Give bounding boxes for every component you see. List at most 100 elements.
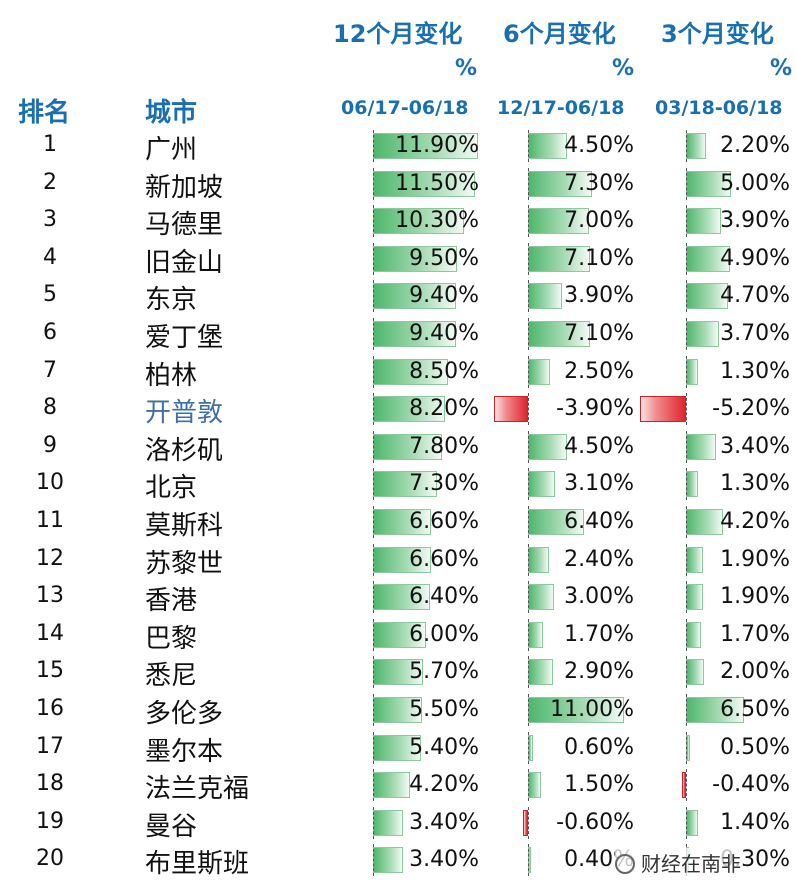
city-cell: 马德里 (145, 210, 224, 241)
col6-cell: 3.10% (494, 468, 634, 501)
col12-value: 6.40% (409, 584, 479, 610)
col12-bar (373, 509, 432, 535)
city-cell: 开普敦 (145, 398, 224, 429)
rank-cell: 10 (36, 470, 64, 496)
col6-cell: 7.10% (494, 242, 634, 275)
col3-axis-line (686, 393, 687, 426)
col12-value: 6.00% (409, 621, 479, 647)
col3-axis-line (686, 543, 687, 576)
col12-axis-line (373, 430, 374, 463)
col12-cell: 5.50% (373, 694, 479, 726)
col12-axis-line (373, 393, 374, 426)
col3-axis-line (686, 731, 687, 764)
col3-bar (686, 471, 698, 498)
city-cell: 爱丁堡 (145, 323, 224, 353)
col3-value: 1.90% (720, 546, 790, 572)
col6-axis-line (528, 506, 529, 538)
rank-cell: 7 (43, 357, 57, 383)
col3-axis-line (686, 581, 687, 614)
col6-axis-line (528, 205, 529, 238)
col3-axis-line (686, 506, 687, 538)
col12-value: 8.20% (409, 396, 479, 422)
watermark-text: 财经在南非 (641, 852, 741, 876)
col12-axis-line (373, 618, 374, 651)
col12-bar (373, 358, 449, 385)
header-col12-pct: % (455, 56, 478, 81)
rank-cell: 16 (36, 696, 64, 721)
col6-axis-line (528, 280, 529, 313)
col3-bar (686, 358, 698, 385)
col3-cell: 3.70% (640, 318, 790, 350)
col12-value: 5.70% (409, 659, 479, 685)
col12-axis-line (373, 581, 374, 614)
col3-cell: 1.90% (640, 543, 790, 576)
city-cell: 柏林 (145, 360, 198, 391)
col3-bar (639, 396, 686, 423)
col12-bar (373, 809, 404, 836)
rank-cell: 19 (36, 808, 64, 834)
col6-value: 3.10% (564, 471, 634, 497)
col6-cell: 7.10% (494, 318, 634, 350)
col12-bar (373, 772, 411, 799)
col12-value: 8.50% (409, 358, 479, 384)
city-cell: 多伦多 (145, 699, 224, 729)
city-cell: 莫斯科 (145, 511, 224, 541)
col3-cell: -0.40% (640, 769, 790, 802)
col12-cell: 11.50% (373, 167, 479, 200)
col3-axis-line (686, 618, 687, 651)
col6-value: -3.90% (556, 396, 634, 422)
col6-axis-line (528, 694, 529, 726)
col12-axis-line (373, 806, 374, 839)
col12-cell: 9.50% (373, 242, 479, 275)
city-cell: 香港 (145, 586, 198, 617)
col3-value: 2.20% (720, 133, 790, 158)
col3-bar (682, 772, 686, 799)
col3-axis-line (686, 205, 687, 238)
col12-value: 3.40% (409, 847, 479, 873)
col12-axis-line (373, 656, 374, 689)
rank-cell: 20 (36, 846, 64, 872)
col12-bar (373, 208, 464, 235)
col6-bar (528, 546, 549, 573)
col3-cell: 4.20% (640, 506, 790, 538)
col6-cell: 4.50% (494, 130, 634, 162)
rank-cell: 11 (36, 508, 64, 533)
rank-cell: 5 (43, 282, 57, 308)
col12-bar (373, 133, 479, 159)
col12-cell: 3.40% (373, 844, 479, 877)
col12-bar (373, 321, 457, 347)
col6-value: 2.40% (564, 546, 634, 572)
col6-bar (528, 321, 590, 347)
col6-bar (493, 396, 528, 423)
col3-cell: 6.50% (640, 694, 790, 726)
col6-axis-line (528, 581, 529, 614)
rank-cell: 18 (36, 771, 64, 797)
col3-axis-line (686, 806, 687, 839)
col6-cell: -0.60% (494, 806, 634, 839)
col6-value: 2.50% (564, 358, 634, 384)
col6-bar (528, 584, 555, 611)
header-col6-date: 12/17-06/18 (497, 97, 625, 119)
col3-bar (686, 809, 699, 836)
col6-cell: 0.40% (494, 844, 634, 877)
col12-bar (373, 245, 457, 272)
col6-axis-line (528, 656, 529, 689)
col6-bar (528, 659, 554, 686)
col6-cell: 7.30% (494, 167, 634, 200)
col6-value: 4.50% (564, 133, 634, 158)
col12-bar (373, 621, 426, 648)
header-rank: 排名 (18, 98, 71, 128)
col6-cell: 2.40% (494, 543, 634, 576)
city-cell: 曼谷 (145, 811, 198, 842)
city-cell: 旧金山 (145, 247, 224, 278)
col6-axis-line (528, 430, 529, 463)
col12-value: 7.30% (409, 471, 479, 497)
col3-cell: 1.70% (640, 618, 790, 651)
col6-value: 6.40% (564, 509, 634, 534)
col6-axis-line (528, 318, 529, 350)
header-col6-title: 6个月变化 (503, 20, 616, 48)
city-cell: 广州 (145, 135, 198, 165)
col12-axis-line (373, 844, 374, 877)
col3-axis-line (686, 656, 687, 689)
col6-bar (528, 621, 543, 648)
